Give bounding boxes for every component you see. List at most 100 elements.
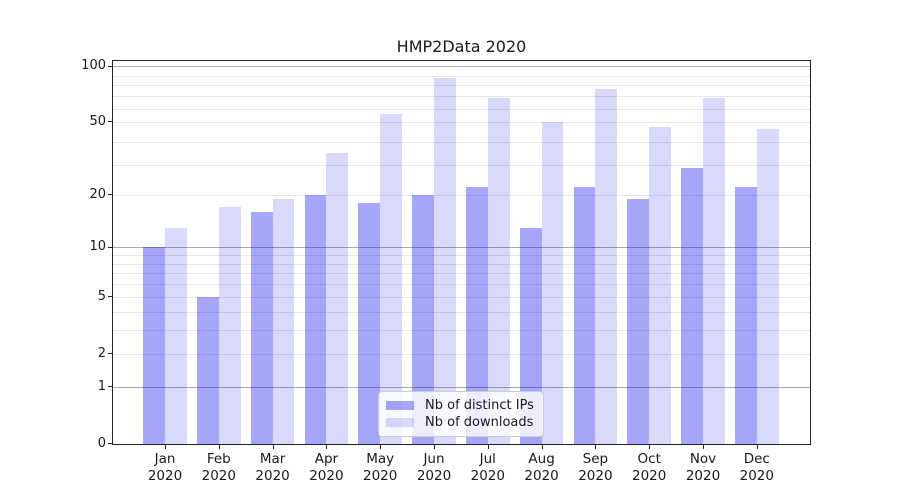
minor-gridline — [113, 353, 810, 355]
x-tick-month: Aug — [528, 451, 555, 467]
x-tick-year: 2020 — [470, 468, 505, 484]
bar-ips-dec — [735, 187, 757, 444]
minor-gridline — [113, 96, 810, 98]
bar-ips-nov — [681, 168, 703, 444]
x-tick-label-feb: Feb 2020 — [177, 451, 261, 485]
minor-gridline — [113, 194, 810, 196]
x-tick-month: Jan — [154, 451, 176, 467]
x-tick-month: Feb — [206, 451, 231, 467]
bar-downloads-jun — [434, 78, 456, 444]
x-tick-mark — [272, 445, 274, 449]
bar-ips-feb — [197, 296, 219, 444]
bar-downloads-sep — [595, 89, 618, 444]
x-tick-month: Oct — [637, 451, 661, 467]
x-tick-month: Jul — [479, 451, 496, 467]
bar-ips-may — [358, 202, 381, 444]
x-tick-month: Apr — [314, 451, 339, 467]
x-tick-mark — [541, 445, 543, 449]
x-tick-label-oct: Oct 2020 — [607, 451, 691, 485]
bar-downloads-may — [380, 114, 402, 444]
x-tick-mark — [326, 445, 328, 449]
bar-ips-jul — [466, 187, 488, 444]
bar-downloads-jul — [487, 98, 510, 444]
x-tick-label-mar: Mar 2020 — [231, 451, 315, 485]
x-tick-label-sep: Sep 2020 — [553, 451, 637, 485]
bar-downloads-apr — [326, 152, 349, 444]
y-tick-label: 5 — [97, 288, 106, 304]
bar-downloads-nov — [703, 98, 725, 444]
x-tick-year: 2020 — [578, 468, 613, 484]
bar-downloads-aug — [541, 121, 564, 444]
legend-swatch-downloads — [386, 418, 414, 427]
minor-gridline — [113, 255, 810, 257]
minor-gridline — [113, 141, 810, 143]
y-tick-label: 10 — [89, 239, 106, 255]
y-tick-label: 2 — [97, 345, 106, 361]
bar-ips-apr — [304, 194, 327, 444]
legend-label-downloads: Nb of downloads — [425, 415, 534, 430]
minor-gridline — [113, 108, 810, 110]
x-tick-month: Jun — [423, 451, 445, 467]
x-tick-mark — [756, 445, 758, 449]
major-gridline — [113, 247, 810, 249]
minor-gridline — [113, 311, 810, 313]
y-tick-label: 50 — [89, 113, 106, 129]
x-tick-month: May — [366, 451, 395, 467]
x-tick-label-jan: Jan 2020 — [123, 451, 207, 485]
bar-downloads-dec — [756, 128, 779, 444]
x-tick-year: 2020 — [685, 468, 721, 484]
bar-downloads-mar — [272, 198, 295, 444]
legend-item-distinct-ips: Nb of distinct IPs — [386, 398, 535, 413]
x-tick-year: 2020 — [524, 468, 559, 484]
x-tick-year: 2020 — [416, 468, 452, 484]
x-tick-year: 2020 — [201, 468, 236, 484]
legend-swatch-distinct-ips — [386, 401, 414, 410]
minor-gridline — [113, 296, 810, 298]
x-tick-year: 2020 — [632, 468, 667, 484]
x-tick-month: Mar — [259, 451, 286, 467]
x-tick-mark — [218, 445, 220, 449]
legend-label-distinct-ips: Nb of distinct IPs — [425, 398, 534, 413]
minor-gridline — [113, 263, 810, 265]
bar-ips-jan — [143, 247, 165, 444]
x-tick-label-jun: Jun 2020 — [392, 451, 476, 485]
major-gridline — [113, 386, 810, 388]
x-tick-label-nov: Nov 2020 — [661, 451, 745, 485]
minor-gridline — [113, 273, 810, 275]
major-gridline — [113, 66, 810, 68]
minor-gridline — [113, 85, 810, 87]
legend: Nb of distinct IPs Nb of downloads — [378, 391, 544, 437]
bar-downloads-oct — [649, 126, 671, 444]
x-tick-month: Dec — [743, 451, 770, 467]
x-tick-year: 2020 — [255, 468, 290, 484]
x-tick-mark — [649, 445, 651, 449]
x-tick-month: Nov — [689, 451, 717, 467]
x-tick-label-jul: Jul 2020 — [446, 451, 530, 485]
x-tick-month: Sep — [582, 451, 609, 467]
x-tick-mark — [595, 445, 597, 449]
bar-ips-oct — [627, 198, 650, 444]
bar-ips-sep — [573, 187, 596, 444]
minor-gridline — [113, 330, 810, 332]
y-tick-label: 100 — [81, 58, 106, 74]
chart-title: HMP2Data 2020 — [396, 37, 527, 56]
x-tick-year: 2020 — [147, 468, 183, 484]
minor-gridline — [113, 75, 810, 77]
x-tick-mark — [434, 445, 435, 449]
x-tick-mark — [380, 445, 382, 449]
minor-gridline — [113, 165, 810, 167]
legend-item-downloads: Nb of downloads — [386, 415, 535, 430]
x-tick-label-dec: Dec 2020 — [715, 451, 799, 485]
x-tick-year: 2020 — [739, 468, 774, 484]
plot-area — [112, 60, 811, 445]
x-tick-label-aug: Aug 2020 — [500, 451, 584, 485]
bar-ips-mar — [250, 211, 273, 444]
minor-gridline — [113, 121, 810, 123]
x-tick-year: 2020 — [309, 468, 344, 484]
x-tick-mark — [703, 445, 704, 449]
x-tick-mark — [165, 445, 166, 449]
x-tick-label-apr: Apr 2020 — [284, 451, 368, 485]
bar-downloads-feb — [218, 207, 241, 444]
y-tick-label: 1 — [97, 378, 106, 394]
